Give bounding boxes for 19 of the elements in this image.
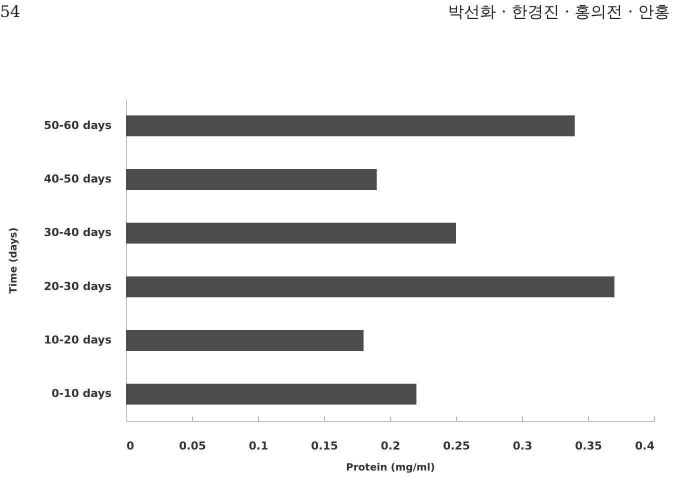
x-tick-label: 0.25 [442, 440, 470, 452]
x-tick-label: 0.1 [248, 440, 268, 452]
y-tick-label: 10-20 days [44, 334, 112, 346]
x-tick-label: 0.05 [178, 440, 206, 452]
y-tick-label: 20-30 days [44, 280, 112, 293]
x-tick-label: 0.4 [635, 440, 655, 452]
y-axis-title: Time (days) [8, 227, 20, 294]
x-axis-title: Protein (mg/ml) [346, 462, 435, 474]
x-tick-label: 0.35 [574, 440, 602, 452]
y-tick-label: 50-60 days [44, 118, 112, 132]
x-tick-label: 0.2 [380, 440, 400, 452]
y-tick-label: 40-50 days [44, 172, 112, 186]
x-tick-label: 0.3 [512, 440, 532, 452]
y-tick-label: 30-40 days [44, 226, 112, 240]
y-tick-label: 0-10 days [51, 387, 112, 400]
text: 54 [0, 2, 20, 21]
x-tick-label: 0 [126, 440, 134, 452]
x-tick-label: 0.15 [310, 440, 338, 452]
text: 박선화 · 한경진 · 홍의전 · 안홍 [448, 2, 670, 23]
